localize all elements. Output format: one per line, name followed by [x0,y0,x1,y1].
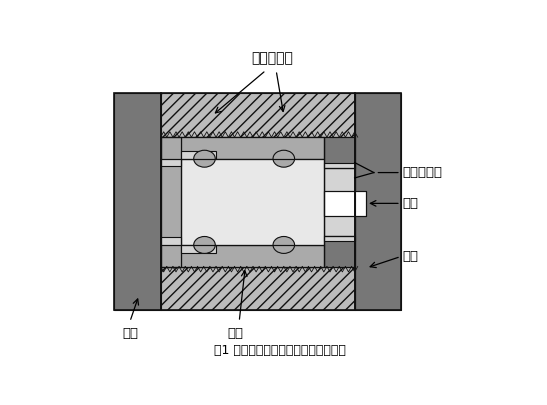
Text: 端盖: 端盖 [403,250,418,263]
Bar [161,245,324,266]
Bar [324,236,354,266]
Bar [354,93,401,310]
Bar [161,137,182,266]
Ellipse shape [194,150,216,167]
Text: 图1 往复型密封件静密封性能测试原理: 图1 往复型密封件静密封性能测试原理 [214,344,346,357]
Bar [324,137,354,168]
Text: 密封件试样: 密封件试样 [251,51,293,66]
Bar [182,151,216,159]
Bar [324,168,354,236]
Bar [114,93,161,310]
Bar [161,159,182,166]
Bar [354,93,401,310]
Bar [114,93,161,310]
Bar [324,191,366,216]
Bar [324,137,354,168]
Bar [324,236,354,241]
Bar [182,159,324,245]
Bar [182,245,216,253]
Bar [161,137,182,266]
Bar [161,237,182,245]
Ellipse shape [273,237,295,254]
Bar [161,266,354,310]
Bar [324,236,354,266]
Bar [324,162,354,168]
Text: 压力: 压力 [403,197,418,210]
Ellipse shape [194,237,216,254]
Bar [324,191,366,216]
Ellipse shape [273,150,295,167]
Bar [182,159,324,245]
Bar [161,137,324,266]
Bar [161,93,354,137]
Text: 插头: 插头 [228,327,243,340]
Bar [161,137,324,159]
Bar [161,93,354,310]
Bar [324,168,354,236]
Bar [182,137,324,159]
Text: 腔体: 腔体 [122,327,138,340]
Text: 泄漏测量孔: 泄漏测量孔 [403,166,443,179]
Bar [161,137,324,266]
Bar [182,245,324,266]
